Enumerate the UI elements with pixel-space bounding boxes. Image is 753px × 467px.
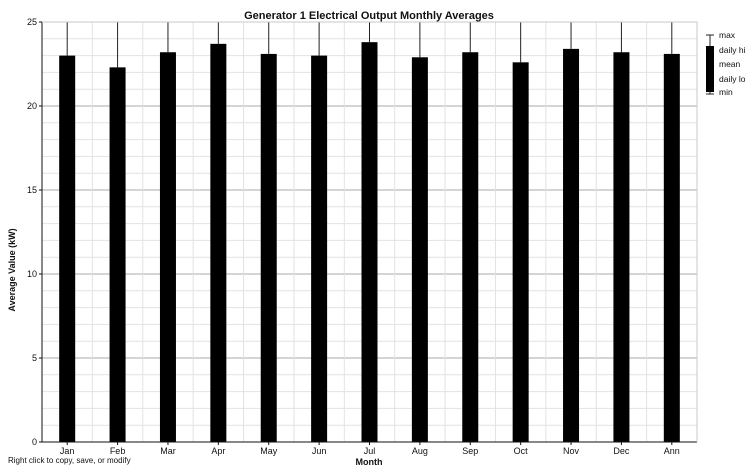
x-tick-label-jan: Jan — [60, 446, 75, 456]
legend-item-daily-lo: daily lo — [719, 74, 746, 84]
x-tick-label-aug: Aug — [412, 446, 428, 456]
y-tick-label-25: 25 — [27, 17, 37, 27]
x-tick-label-mar: Mar — [160, 446, 176, 456]
x-axis-title: Month — [356, 457, 383, 467]
x-tick-label-sep: Sep — [462, 446, 478, 456]
bar-oct — [512, 62, 529, 442]
bar-aug — [411, 57, 428, 442]
x-tick-labels: Jan Feb Mar Apr May Jun Jul Aug Sep Oct Nov Dec Ann — [60, 446, 680, 456]
legend: max daily hi mean daily lo min — [706, 30, 746, 97]
legend-item-mean: mean — [719, 59, 741, 69]
x-tick-label-nov: Nov — [563, 446, 580, 456]
bar-sep — [462, 52, 479, 443]
bar-apr — [210, 43, 227, 443]
bar-feb — [109, 67, 126, 443]
bar-jan — [59, 55, 76, 442]
bar-jun — [311, 55, 328, 442]
bars-group — [59, 21, 680, 443]
y-tick-label-0: 0 — [32, 437, 37, 447]
x-tick-label-may: May — [260, 446, 278, 456]
x-tick-label-dec: Dec — [613, 446, 630, 456]
legend-item-max: max — [719, 30, 736, 40]
x-tick-label-jul: Jul — [364, 446, 376, 456]
y-tick-label-5: 5 — [32, 353, 37, 363]
bar-mar — [159, 52, 176, 443]
y-tick-labels: 0 5 10 15 20 25 — [27, 17, 37, 447]
x-tick-label-ann: Ann — [664, 446, 680, 456]
y-axis-title: Average Value (kW) — [7, 228, 17, 311]
bar-nov — [563, 48, 580, 442]
legend-box — [706, 46, 714, 92]
y-tick-label-10: 10 — [27, 269, 37, 279]
axes — [39, 21, 698, 445]
x-tick-label-oct: Oct — [514, 446, 529, 456]
x-tick-label-apr: Apr — [211, 446, 225, 456]
x-tick-label-jun: Jun — [312, 446, 327, 456]
chart-title: Generator 1 Electrical Output Monthly Av… — [244, 10, 494, 22]
y-tick-label-20: 20 — [27, 101, 37, 111]
footer-hint: Right click to copy, save, or modify — [8, 456, 131, 465]
bar-may — [260, 53, 277, 443]
x-tick-label-feb: Feb — [110, 446, 126, 456]
bar-jul — [361, 42, 378, 442]
y-tick-label-15: 15 — [27, 185, 37, 195]
legend-item-min: min — [719, 87, 733, 97]
bar-ann — [663, 53, 680, 443]
bar-dec — [613, 52, 630, 443]
legend-item-daily-hi: daily hi — [719, 45, 746, 55]
